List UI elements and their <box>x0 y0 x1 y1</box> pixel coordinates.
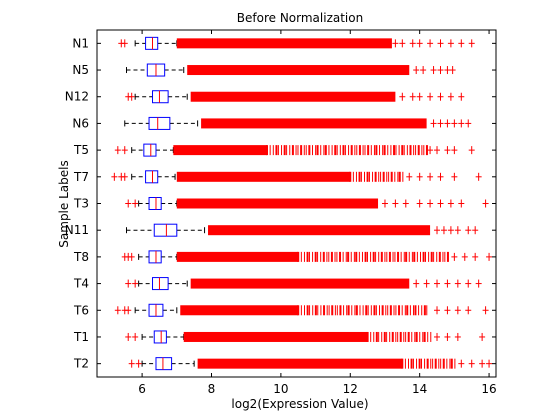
box-N1 <box>118 36 475 50</box>
box-iqr <box>143 143 157 157</box>
outlier-band <box>176 38 392 49</box>
box-T7 <box>111 170 482 184</box>
outlier-band <box>190 91 396 102</box>
outlier-band <box>190 278 410 289</box>
x-tick-label: 14 <box>412 382 427 396</box>
y-tick-label: T1 <box>73 330 89 344</box>
box-iqr <box>152 90 169 104</box>
box-iqr <box>148 250 162 264</box>
outlier-band <box>183 331 368 342</box>
box-T2 <box>128 357 493 371</box>
outlier-band <box>173 145 268 156</box>
y-tick-label: T5 <box>73 143 89 157</box>
box-iqr <box>148 116 171 130</box>
y-tick-label: T3 <box>73 197 89 211</box>
box-T1 <box>125 330 486 344</box>
y-tick-label: N12 <box>65 90 89 104</box>
plot-marks <box>111 36 493 371</box>
y-tick-label: N6 <box>72 116 89 130</box>
outlier-band <box>176 171 351 182</box>
outlier-band <box>176 251 299 262</box>
outlier-band <box>201 118 427 129</box>
box-T3 <box>125 197 489 210</box>
box-iqr <box>155 357 173 371</box>
outlier-band <box>187 65 410 76</box>
box-T6 <box>114 303 489 317</box>
y-tick-label: N11 <box>65 223 89 237</box>
x-tick-label: 8 <box>208 382 216 396</box>
box-iqr <box>148 197 162 210</box>
box-N6 <box>124 116 472 130</box>
y-tick-label: N1 <box>72 36 89 50</box>
x-axis-label: log2(Expression Value) <box>231 397 368 411</box>
chart-title: Before Normalization <box>237 11 363 25</box>
x-tick-label: 16 <box>481 382 496 396</box>
y-tick-label: T4 <box>73 277 89 291</box>
box-N12 <box>125 90 465 104</box>
box-T5 <box>114 143 475 157</box>
box-T8 <box>121 250 493 264</box>
y-axis-label: Sample Labels <box>57 160 71 247</box>
box-iqr <box>152 277 169 291</box>
box-T4 <box>125 277 482 291</box>
y-ticks: N1 N5 N12 N6 T5 T7 T3 N11 T8 T4 T6 T1 T2 <box>65 36 496 371</box>
outlier-band <box>180 305 299 316</box>
box-iqr <box>153 330 167 344</box>
outlier-band <box>208 225 431 236</box>
y-tick-label: N5 <box>72 63 89 77</box>
box-N5 <box>125 63 456 77</box>
x-tick-label: 10 <box>273 382 288 396</box>
y-tick-label: T2 <box>73 357 89 371</box>
y-tick-label: T6 <box>73 303 89 317</box>
x-ticks: 6 8 10 12 14 16 <box>138 30 497 396</box>
outlier-band <box>176 198 379 209</box>
box-iqr <box>153 223 178 237</box>
x-tick-label: 6 <box>138 382 146 396</box>
box-iqr <box>145 170 159 184</box>
outlier-band <box>197 358 403 369</box>
y-tick-label: T8 <box>73 250 89 264</box>
x-tick-label: 12 <box>343 382 358 396</box>
y-tick-label: T7 <box>73 170 89 184</box>
box-iqr <box>145 36 159 50</box>
box-N11 <box>125 223 479 237</box>
